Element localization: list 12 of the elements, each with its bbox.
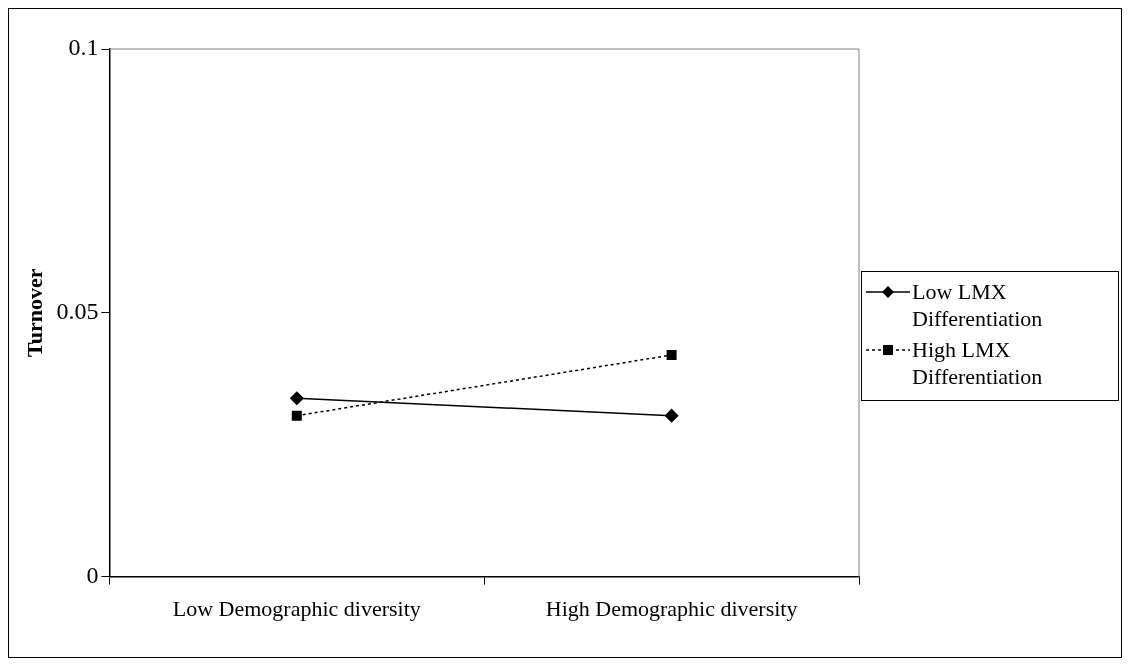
x-tick-label: Low Demographic diversity <box>172 595 421 621</box>
point <box>290 391 304 406</box>
point <box>666 350 677 360</box>
y-axis-title: Turnover <box>21 268 47 358</box>
legend-label: Low LMX Differentiation <box>912 278 1044 332</box>
legend-label: High LMX Differentiation <box>912 336 1044 390</box>
y-tick-label: 0 <box>86 561 99 588</box>
point <box>664 408 679 423</box>
point <box>291 410 302 421</box>
y-tick-label: 0.05 <box>56 298 99 325</box>
y-tick-label: 0.1 <box>68 34 99 61</box>
x-tick-label: High Demographic diversity <box>545 595 798 621</box>
